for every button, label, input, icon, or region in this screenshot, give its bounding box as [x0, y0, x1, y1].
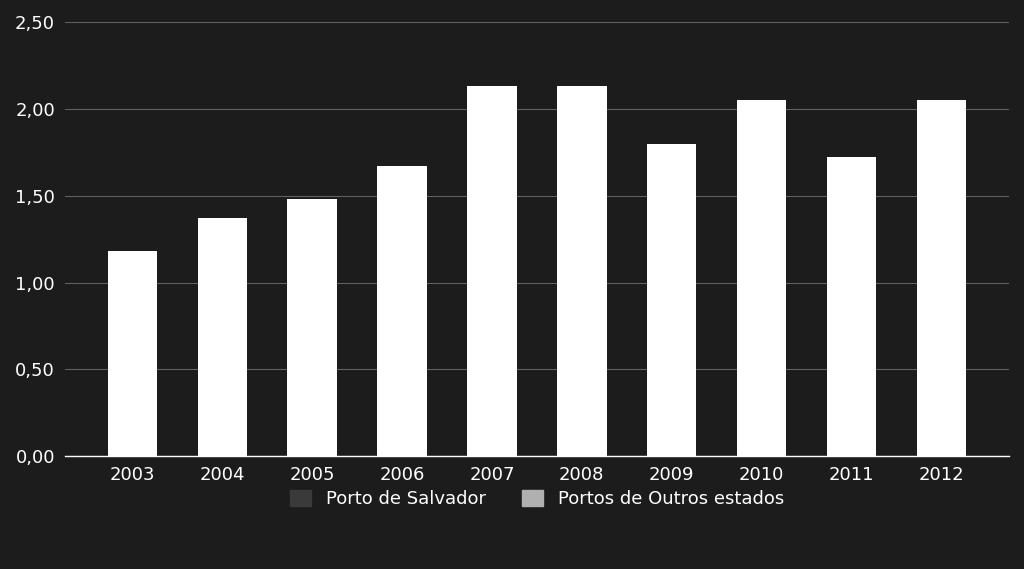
Bar [467, 86, 517, 456]
Bar [198, 218, 247, 456]
Bar [647, 143, 696, 456]
Bar [288, 199, 337, 456]
Bar [916, 100, 966, 456]
Legend: Porto de Salvador, Portos de Outros estados: Porto de Salvador, Portos de Outros esta… [290, 490, 784, 508]
Bar [557, 86, 606, 456]
Bar [377, 166, 427, 456]
Bar [108, 251, 157, 456]
Bar [737, 100, 786, 456]
Bar [826, 158, 877, 456]
